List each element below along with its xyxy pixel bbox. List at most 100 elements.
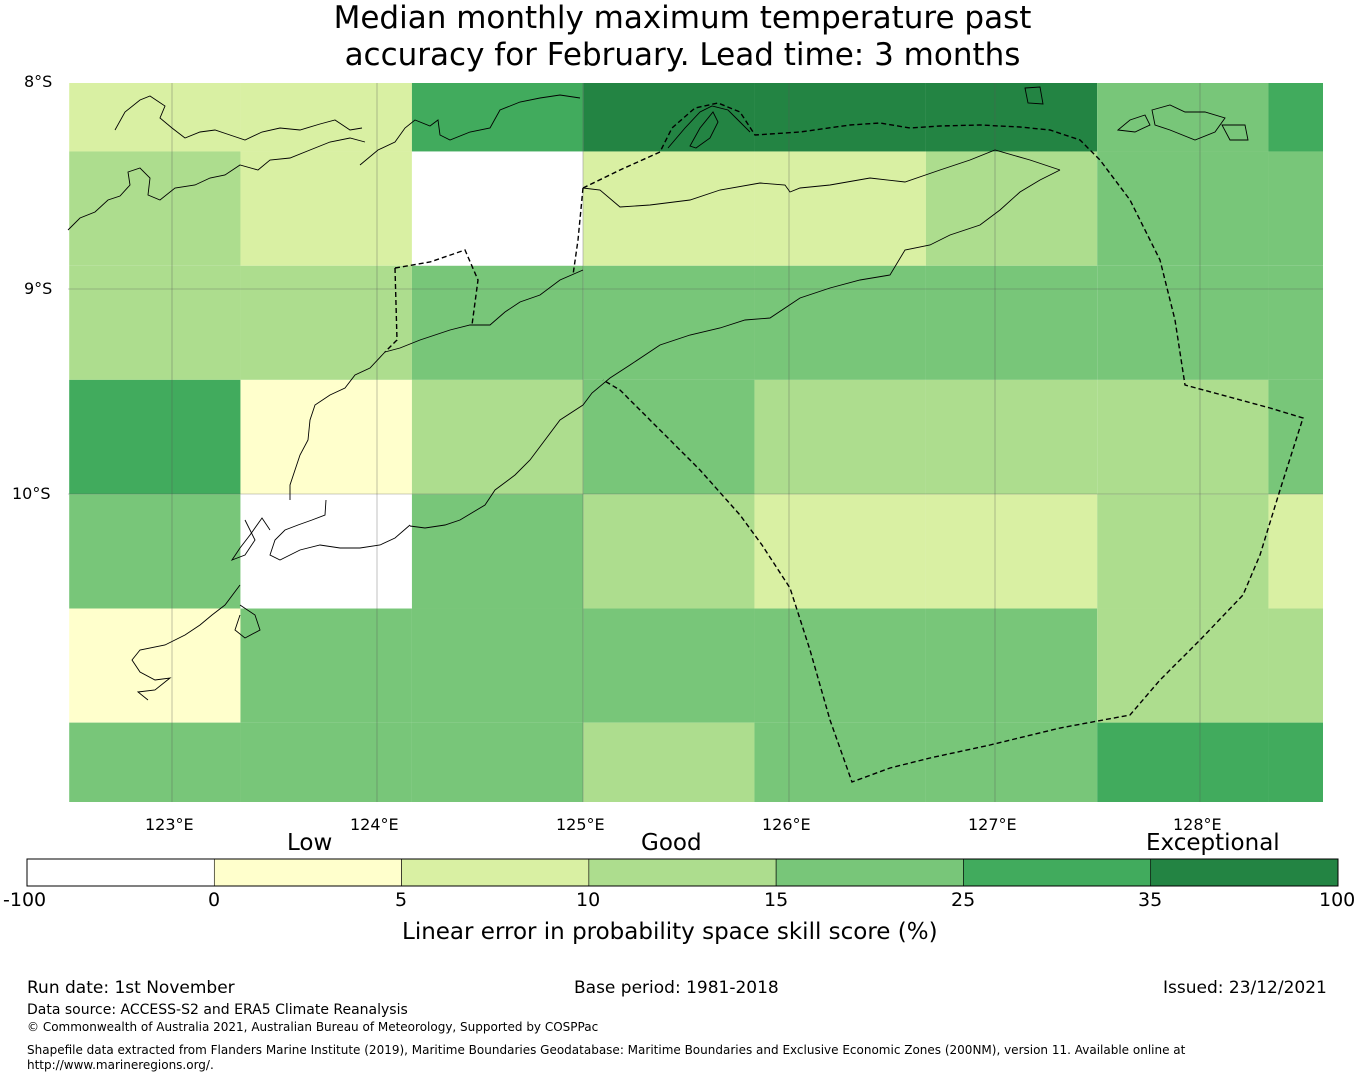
grid-cell-r3-c2 (411, 379, 584, 495)
grid-cell-r6-c3 (583, 722, 755, 802)
lon-label-127e: 127°E (968, 815, 1017, 834)
coastline-savu (230, 517, 271, 561)
colorbar-tick-5: 5 (395, 889, 408, 911)
grid-cell-r5-c7 (1268, 608, 1323, 723)
lon-label-126e: 126°E (762, 815, 811, 834)
grid-cell-r5-c5 (925, 608, 1098, 723)
grid-cell-r4-c3 (583, 494, 755, 609)
footer-data-source: Data source: ACCESS-S2 and ERA5 Climate … (27, 1002, 408, 1018)
coastline-moa (1221, 124, 1249, 141)
grid-cell-r4-c7 (1268, 494, 1323, 609)
lon-label-124e: 124°E (350, 815, 399, 834)
colorbar-tick-10: 10 (576, 889, 601, 911)
grid-cell-r3-c3 (583, 379, 755, 495)
colorbar (26, 858, 1339, 887)
eez-boundary-west (384, 267, 398, 353)
coastline-atauro (689, 111, 719, 149)
grid-cell-r0-c1 (240, 83, 412, 152)
coastline-sumba-east (234, 604, 261, 639)
lon-label-125e: 125°E (556, 815, 605, 834)
footer-shapefile-line2: http://www.marineregions.org/. (27, 1058, 214, 1072)
colorbar-axis-label: Linear error in probability space skill … (402, 919, 938, 945)
grid-cell-r2-c5 (925, 265, 1098, 380)
colorbar-tick-25: 25 (951, 889, 976, 911)
coastline-leti (1151, 104, 1226, 141)
footer-shapefile-line1: Shapefile data extracted from Flanders M… (27, 1043, 1186, 1057)
colorbar-category-good: Good (641, 830, 702, 856)
grid-cell-r6-c2 (411, 722, 584, 802)
coastline-alor (359, 94, 581, 166)
grid-cell-r0-c5 (925, 83, 1098, 152)
grid-cell-r2-c4 (754, 265, 926, 380)
lat-label-10s: 10°S (12, 484, 51, 503)
grid-cell-r3-c4 (754, 379, 926, 495)
grid-cell-r5-c0 (69, 608, 241, 723)
eez-boundaries (384, 102, 1304, 783)
colorbar-tick-35: 35 (1138, 889, 1163, 911)
grid-cell-r5-c2 (411, 608, 584, 723)
grid-cell-r1-c3 (583, 151, 755, 266)
grid-cell-r6-c4 (754, 722, 926, 802)
grid-cell-r4-c6 (1097, 494, 1269, 609)
grid-cell-r5-c1 (240, 608, 412, 723)
colorbar-tick-100: 100 (1319, 889, 1356, 911)
graticule (68, 83, 1323, 802)
grid-cell-r3-c0 (69, 379, 241, 495)
colorbar-bin-6 (1150, 858, 1339, 887)
coastline-sumba (131, 584, 241, 701)
lat-label-8s: 8°S (24, 72, 53, 91)
coastline-timor-main (409, 169, 1061, 529)
grid-cell-r2-c0 (69, 265, 241, 380)
grid-cell-r0-c2 (411, 83, 584, 152)
grid-cell-r6-c5 (925, 722, 1098, 802)
grid-cell-r2-c1 (240, 265, 412, 380)
grid-cell-r1-c4 (754, 151, 926, 266)
coastline-rote (269, 499, 411, 561)
grid-cell-r2-c3 (583, 265, 755, 380)
coastline-wetar (667, 105, 751, 149)
grid-cell-r3-c6 (1097, 379, 1269, 495)
colorbar-bin-4 (775, 858, 964, 887)
grid-cell-r5-c6 (1097, 608, 1269, 723)
footer-base-period: Base period: 1981-2018 (574, 978, 779, 998)
grid-cell-r4-c5 (925, 494, 1098, 609)
colorbar-frame (26, 858, 1339, 887)
colorbar-bin-2 (401, 858, 590, 887)
lon-label-123e: 123°E (145, 815, 194, 834)
coastline-timor-west (289, 269, 584, 500)
grid-cell-r5-c3 (583, 608, 755, 723)
grid-cell-r0-c6 (1097, 83, 1269, 152)
footer-copyright: © Commonwealth of Australia 2021, Austra… (27, 1020, 599, 1034)
grid-cell-r1-c0 (69, 151, 241, 266)
chart-title: Median monthly maximum temperature past … (0, 0, 1365, 74)
grid-cell-r6-c1 (240, 722, 412, 802)
colorbar-tick-15: 15 (764, 889, 789, 911)
grid-cell-r3-c5 (925, 379, 1098, 495)
grid-cell-r4-c2 (411, 494, 584, 609)
grid-cell-r2-c6 (1097, 265, 1269, 380)
grid-cell-r5-c4 (754, 608, 926, 723)
eez-boundary-north (582, 102, 1304, 783)
colorbar-category-exceptional: Exceptional (1146, 830, 1280, 856)
footer-run-date: Run date: 1st November (27, 978, 235, 998)
skill-grid (69, 83, 1323, 802)
chart-title-line1: Median monthly maximum temperature past (333, 0, 1032, 36)
colorbar-bin-3 (588, 858, 777, 887)
grid-cell-r6-c7 (1268, 722, 1323, 802)
grid-cell-r2-c7 (1268, 265, 1323, 380)
grid-cell-r4-c0 (69, 494, 241, 609)
lon-label-128e: 128°E (1173, 815, 1222, 834)
coastline-romang (1024, 86, 1044, 105)
coastline-northern-islands (114, 95, 363, 141)
coastlines (67, 86, 1249, 701)
grid-cell-r1-c2 (411, 151, 584, 266)
grid-cell-r3-c7 (1268, 379, 1323, 495)
grid-cell-r0-c3 (583, 83, 755, 152)
grid-cell-r4-c1 (240, 494, 412, 609)
eez-boundary-oecusse (394, 249, 479, 326)
chart-title-line2: accuracy for February. Lead time: 3 mont… (344, 37, 1021, 73)
colorbar-category-low: Low (287, 830, 333, 856)
grid-cell-r1-c7 (1268, 151, 1323, 266)
coastline-babar (1116, 114, 1151, 133)
